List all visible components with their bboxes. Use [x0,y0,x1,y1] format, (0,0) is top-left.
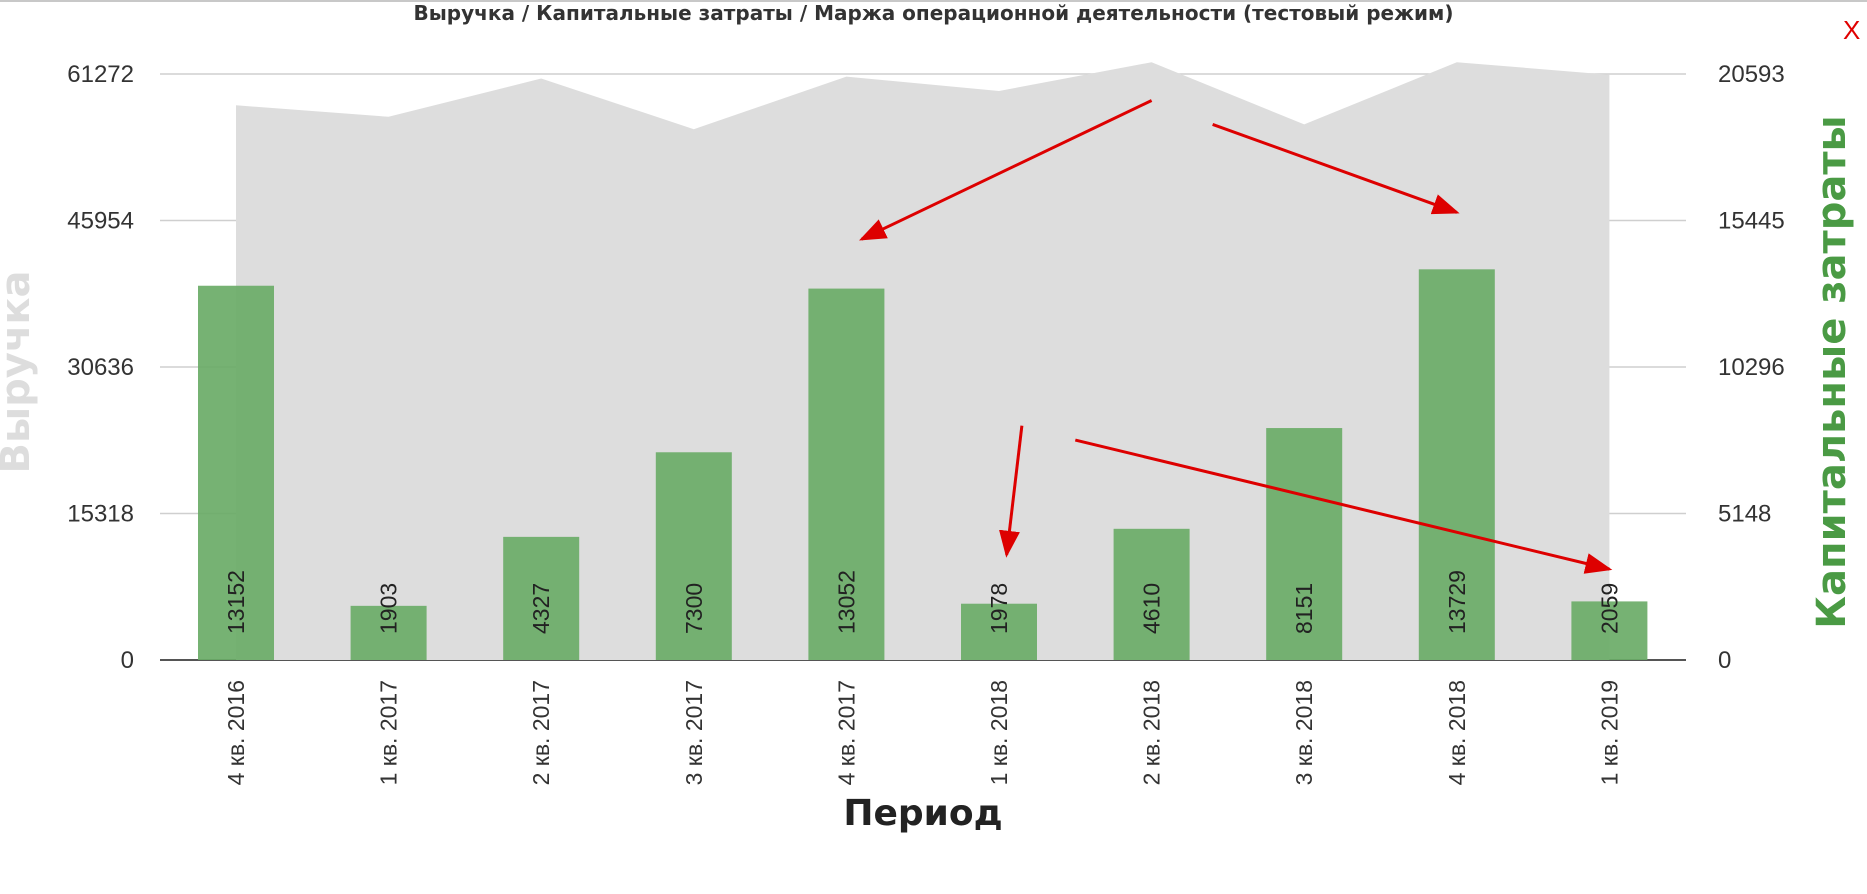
data-label: 1903 [376,583,402,634]
data-label: 13729 [1444,570,1470,634]
data-label: 13152 [223,570,249,634]
capex-bar[interactable] [808,288,885,660]
close-button[interactable]: X [1843,15,1861,45]
y-tick-right: 10296 [1718,354,1785,381]
annotation-arrow [858,99,1153,241]
y-axis-title-right: Капитальные затраты [1809,115,1855,628]
data-label: 4327 [528,583,554,634]
capex-bar[interactable] [1418,269,1495,660]
data-label: 4610 [1139,583,1165,634]
capex-bar[interactable] [1571,601,1648,660]
annotation-arrow [1212,123,1460,215]
annotation-arrow [999,425,1024,558]
capex-bar[interactable] [1113,528,1190,660]
y-tick-left: 45954 [67,208,134,235]
capex-bar[interactable] [503,536,580,660]
x-axis-title: Период [843,793,1002,834]
y-tick-right: 5148 [1718,501,1771,528]
y-tick-left: 0 [121,647,134,674]
x-tick-label: 4 кв. 2016 [223,680,249,785]
data-label: 2059 [1596,583,1622,634]
x-tick-label: 3 кв. 2018 [1291,680,1317,785]
y-tick-right: 0 [1718,647,1731,674]
y-tick-right: 20593 [1718,61,1785,88]
data-label: 7300 [681,583,707,634]
capex-bar[interactable] [655,452,732,660]
capex-bar[interactable] [961,603,1037,660]
y-axis-title-left: Выручка [0,271,39,474]
data-label: 13052 [833,570,859,634]
capex-bar[interactable] [198,285,274,660]
x-tick-label: 4 кв. 2018 [1444,680,1470,785]
x-tick-label: 2 кв. 2017 [528,680,554,785]
x-tick-label: 1 кв. 2018 [986,680,1012,785]
y-tick-left: 15318 [67,501,134,528]
data-label: 8151 [1291,583,1317,634]
x-tick-label: 2 кв. 2018 [1139,680,1165,785]
y-tick-left: 61272 [67,61,134,88]
data-label: 1978 [986,583,1012,634]
y-tick-left: 30636 [67,354,134,381]
capex-bar[interactable] [1266,428,1343,660]
revenue-area [236,62,1610,661]
y-tick-right: 15445 [1718,208,1785,235]
annotation-arrow [1074,438,1613,574]
capex-bar[interactable] [350,605,427,660]
chart-title: Выручка / Капитальные затраты / Маржа оп… [413,1,1454,25]
x-tick-label: 1 кв. 2019 [1596,680,1622,785]
x-tick-label: 4 кв. 2017 [833,680,859,785]
top-border [0,0,1867,2]
x-tick-label: 1 кв. 2017 [376,680,402,785]
x-tick-label: 3 кв. 2017 [681,680,707,785]
